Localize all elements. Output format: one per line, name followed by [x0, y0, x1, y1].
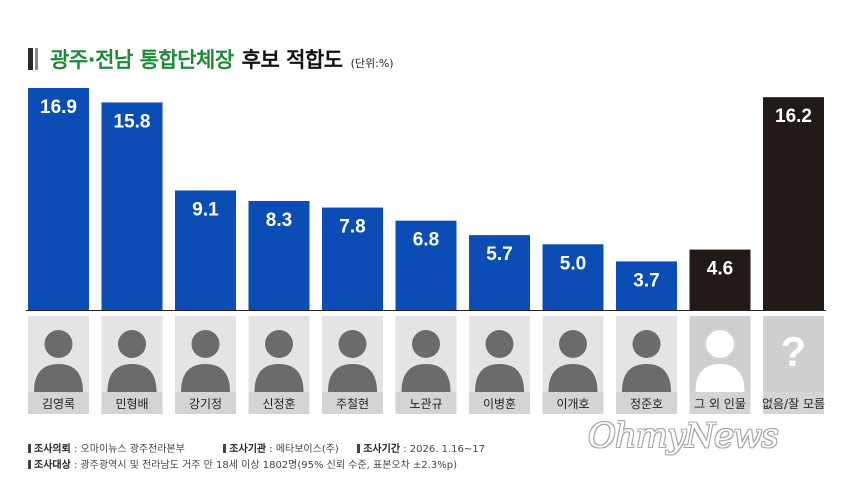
bar-4 [248, 200, 310, 310]
title-bar-mark [28, 48, 33, 70]
person-head-icon [559, 330, 587, 358]
name-strip [322, 392, 383, 414]
name-strip [101, 392, 163, 414]
bar-value-label: 9.1 [192, 199, 219, 220]
footer-item-client: 조사의뢰 : 오마이뉴스 광주전라본부 [28, 444, 185, 455]
person-head-icon [485, 330, 514, 358]
person-head-icon [632, 330, 661, 358]
name-strip [175, 392, 236, 414]
ohmynews-logo: OhmyNews [588, 416, 779, 456]
bar-value-label: 8.3 [266, 210, 292, 231]
person-body-icon [328, 364, 377, 392]
candidate-name-label: 이개호 [556, 397, 589, 411]
footer-item-target: 조사대상 : 광주광역시 및 전라남도 거주 만 18세 이상 1802명(95… [28, 460, 457, 471]
bar-value-label: 16.2 [775, 106, 812, 127]
candidate-name-label: 노관규 [409, 397, 442, 411]
person-head-icon [706, 330, 734, 358]
person-head-icon [191, 330, 220, 358]
candidate-name-label: 이병훈 [483, 397, 516, 411]
name-strip [248, 392, 310, 414]
name-strip [542, 392, 604, 414]
person-body-icon [107, 364, 157, 392]
name-strip [395, 392, 457, 414]
person-body-icon [695, 364, 745, 392]
person-head-icon [412, 330, 440, 358]
unit-label: (단위:%) [350, 57, 394, 70]
bar-value-label: 5.0 [560, 253, 586, 274]
bar-value-label: 6.8 [413, 230, 439, 251]
person-body-icon [475, 364, 524, 392]
bar-value-label: 4.6 [707, 259, 733, 280]
bar-value-label: 5.7 [486, 244, 512, 265]
person-body-icon [181, 364, 230, 392]
bar-9 [616, 261, 677, 310]
person-body-icon [548, 364, 598, 392]
candidate-name-label: 주철현 [336, 397, 369, 411]
title-green-part: 광주·전남 통합단체장 [50, 48, 234, 72]
candidate-name-label: 김영록 [42, 397, 75, 411]
bar-7 [469, 235, 530, 310]
chart-title: 광주·전남 통합단체장 후보 적합도 (단위:%) [28, 44, 394, 74]
bar-value-label: 3.7 [633, 270, 659, 291]
bar-value-label: 16.9 [40, 97, 77, 118]
candidate-name-label: 없음/잘 모름 [762, 397, 825, 411]
title-bar-mark-light [35, 48, 38, 70]
bar-1 [28, 88, 89, 310]
bar-10 [689, 249, 751, 310]
bar-value-label: 7.8 [339, 217, 365, 238]
person-body-icon [401, 364, 451, 392]
person-body-icon [34, 364, 83, 392]
bar-value-label: 15.8 [114, 111, 151, 132]
person-head-icon [44, 330, 73, 358]
candidate-name-label: 신정훈 [262, 397, 295, 411]
footer-item-agency: 조사기관 : 메타보이스(주) [223, 444, 339, 455]
candidate-name-label: 민형배 [115, 397, 148, 411]
footer-line-2: 조사대상 : 광주광역시 및 전라남도 거주 만 18세 이상 1802명(95… [28, 456, 457, 471]
bar-8 [542, 244, 604, 310]
bar-chart: 16.9 김영록 15.8 민형배 9.1 강기정 8.3 신정훈 7.8 주철현 6.8 노관규 5.… [26, 88, 826, 414]
name-strip [689, 392, 751, 414]
title-black-part: 후보 적합도 [241, 48, 343, 72]
bar-11 [763, 97, 824, 310]
unknown-bg [763, 316, 824, 392]
person-head-icon [118, 330, 146, 358]
footer-item-period: 조사기간 : 2026. 1.16~17 [357, 444, 485, 455]
candidate-name-label: 정준호 [630, 397, 663, 411]
bar-6 [395, 220, 457, 310]
name-strip [763, 392, 824, 414]
person-head-icon [265, 330, 293, 358]
footer-line-1: 조사의뢰 : 오마이뉴스 광주전라본부 조사기관 : 메타보이스(주) 조사기간… [28, 440, 485, 455]
name-strip [616, 392, 677, 414]
bar-5 [322, 207, 383, 310]
candidate-name-label: 그 외 인물 [694, 397, 746, 411]
question-mark-icon: ? [781, 328, 807, 375]
name-strip [469, 392, 530, 414]
person-head-icon [338, 330, 367, 358]
bar-3 [175, 190, 236, 310]
person-body-icon [622, 364, 671, 392]
name-strip [28, 392, 89, 414]
bar-2 [101, 102, 163, 310]
candidate-name-label: 강기정 [189, 397, 222, 411]
person-body-icon [254, 364, 304, 392]
